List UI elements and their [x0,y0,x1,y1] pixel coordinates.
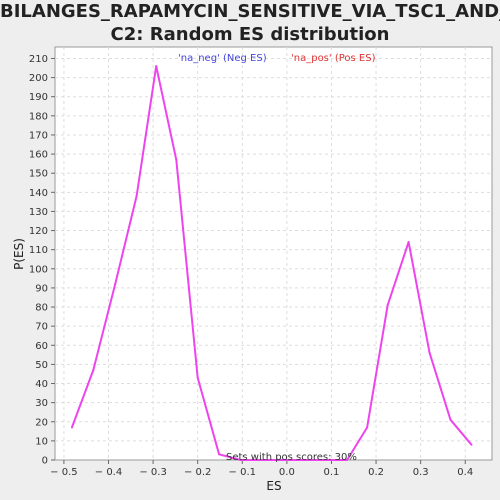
y-tick-label: 30 [35,398,48,409]
y-tick-label: 60 [35,341,48,352]
grid [55,47,492,460]
x-axis-label: ES [266,479,281,493]
y-tick-label: 100 [29,264,48,275]
y-tick-label: 170 [29,130,48,141]
y-tick-label: 140 [29,188,48,199]
data-point [449,418,452,421]
data-point [386,304,389,307]
y-tick-label: 200 [29,73,48,84]
data-point [92,369,95,372]
pos-scores-annotation: Sets with pos scores: 30% [226,452,357,463]
data-point [285,459,288,461]
axes: 0 10 20 30 40 50 60 70 80 90 100 110 120 130 140 150 160… [29,54,473,478]
x-tick-label: 0.4 [457,467,473,478]
y-tick-label: 20 [35,417,48,428]
data-point [135,195,138,198]
legend-entry-pos: 'na_pos' (Pos ES) [291,53,376,64]
x-tick-label: − 0.2 [184,467,211,478]
data-point [346,459,349,461]
y-tick-label: 70 [35,322,48,333]
chart-title-line2: C2: Random ES distribution [110,24,390,45]
y-tick-label: 90 [35,283,48,294]
data-point [407,241,410,244]
y-tick-label: 120 [29,226,48,237]
y-tick-label: 80 [35,303,48,314]
data-point [366,426,369,429]
legend-entry-neg: 'na_neg' (Neg ES) [178,53,267,64]
data-point [196,376,199,379]
y-axis-label: P(ES) [12,238,26,270]
x-tick-label: 0.0 [279,467,295,478]
y-tick-label: 10 [35,436,48,447]
y-tick-label: 180 [29,111,48,122]
data-point [114,283,117,286]
data-point [70,426,73,429]
x-tick-label: − 0.4 [95,467,122,478]
plot-area [54,46,493,461]
y-tick-label: 130 [29,207,48,218]
y-tick-label: 160 [29,150,48,161]
series [70,65,473,461]
y-tick-label: 50 [35,360,48,371]
chart-title-line1: BILANGES_RAPAMYCIN_SENSITIVE_VIA_TSC1_AN… [0,1,500,22]
data-point [155,65,158,68]
x-tick-label: 0.3 [413,467,429,478]
x-tick-label: − 0.5 [50,467,77,478]
y-tick-label: 0 [42,456,48,467]
y-tick-label: 150 [29,169,48,180]
data-point [239,459,242,461]
x-tick-label: 0.2 [368,467,384,478]
data-point [218,453,221,456]
data-point [175,158,178,161]
y-tick-label: 110 [29,245,48,256]
x-tick-label: − 0.1 [229,467,256,478]
x-tick-label: 0.1 [324,467,340,478]
data-point [428,351,431,354]
y-tick-label: 40 [35,379,48,390]
y-tick-label: 190 [29,92,48,103]
x-tick-label: − 0.3 [139,467,166,478]
data-point [470,443,473,446]
y-tick-label: 210 [29,54,48,65]
